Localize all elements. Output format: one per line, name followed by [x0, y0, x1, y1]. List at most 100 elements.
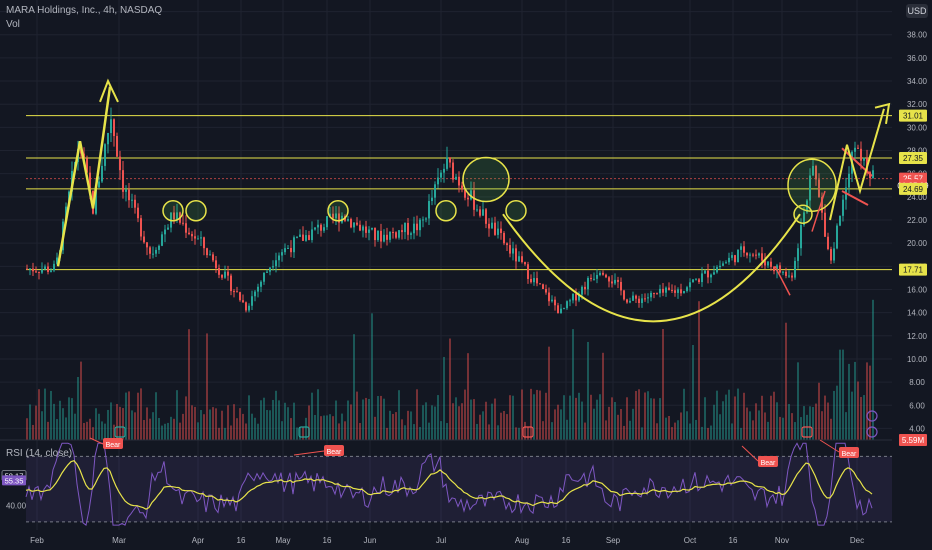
candle-body — [800, 224, 802, 249]
candle-body — [416, 223, 418, 231]
candle-body — [113, 119, 115, 137]
candle-body — [704, 270, 706, 274]
bear-label-text: Bear — [842, 451, 857, 458]
volume-bar — [236, 418, 238, 440]
candle-body — [407, 222, 409, 235]
candle-body — [635, 295, 637, 299]
drawings-layer[interactable] — [56, 78, 891, 323]
candle-body — [215, 260, 217, 268]
candle-body — [137, 207, 139, 219]
candle-body — [437, 177, 439, 185]
candle-body — [503, 232, 505, 244]
rsi-line — [25, 442, 873, 526]
volume-bar — [32, 424, 34, 440]
rsi-tick-label: 40.00 — [6, 501, 27, 510]
volume-bar — [827, 402, 829, 440]
candle-body — [518, 256, 520, 262]
volume-bar — [701, 426, 703, 440]
candle-body — [122, 170, 124, 192]
candle-body — [302, 234, 304, 241]
bear-label-text: Bear — [327, 449, 342, 456]
volume-bar — [809, 406, 811, 440]
candle-body — [620, 281, 622, 291]
candle-body — [557, 305, 559, 314]
candle-body — [614, 279, 616, 284]
volume-bar — [671, 427, 673, 440]
volume-bar — [518, 427, 520, 440]
candle-body — [836, 225, 838, 249]
price-tick-label: 36.00 — [907, 54, 928, 63]
candle-body — [221, 274, 223, 278]
candle-body — [230, 275, 232, 292]
volume-bar — [113, 424, 115, 440]
volume-bar — [548, 346, 550, 440]
volume-bar — [464, 389, 466, 440]
candle-body — [545, 288, 547, 293]
volume-bar — [65, 417, 67, 440]
candle-body — [101, 165, 103, 182]
volume-bar — [791, 413, 793, 440]
candle-body — [602, 272, 604, 275]
candle-body — [662, 288, 664, 293]
volume-bar — [839, 349, 841, 440]
volume-bar — [209, 409, 211, 440]
candle-body — [455, 176, 457, 180]
volume-bar — [776, 402, 778, 440]
candle-body — [32, 268, 34, 272]
candle-body — [368, 229, 370, 233]
volume-bar — [362, 399, 364, 440]
volume-bar — [818, 382, 820, 440]
candle-body — [821, 196, 823, 213]
volume-bar — [71, 398, 73, 440]
candle-body — [665, 287, 667, 293]
volume-bar — [227, 405, 229, 440]
volume-bar — [386, 427, 388, 440]
cup-curve — [502, 213, 801, 323]
candle-body — [383, 234, 385, 242]
volume-bar — [323, 415, 325, 440]
volume-bar — [449, 338, 451, 440]
candle-body — [497, 228, 499, 235]
volume-bar — [344, 421, 346, 440]
volume-bar — [428, 422, 430, 440]
volume-bar — [731, 423, 733, 440]
volume-bar — [539, 390, 541, 440]
arrow-up-right-icon — [874, 102, 891, 125]
candle-body — [593, 278, 595, 280]
candle-body — [281, 252, 283, 256]
volume-legend[interactable]: Vol — [6, 19, 20, 30]
volume-bar — [287, 407, 289, 440]
volume-bar — [692, 344, 694, 440]
time-tick-label: Jun — [364, 536, 377, 545]
rsi-legend[interactable]: RSI (14, close) — [6, 448, 73, 459]
candle-body — [521, 256, 523, 263]
time-tick-label: Oct — [684, 536, 697, 545]
candle-body — [746, 252, 748, 256]
candle-body — [308, 235, 310, 241]
candle-body — [38, 271, 40, 273]
volume-bar — [611, 397, 613, 440]
volume-bar — [335, 400, 337, 440]
candle-body — [254, 291, 256, 297]
volume-bar — [68, 397, 70, 440]
candle-body — [53, 263, 55, 271]
candle-body — [287, 247, 289, 249]
candle-body — [374, 227, 376, 241]
volume-bar — [365, 397, 367, 440]
volume-bar — [47, 421, 49, 440]
volume-bar — [833, 390, 835, 440]
time-axis[interactable]: Feb Mar Apr 16 May 16 Jun Jul Aug 16 Sep Oct 16 Nov De… — [0, 530, 932, 550]
candle-body — [350, 219, 352, 228]
volume-bar — [98, 413, 100, 440]
candle-body — [320, 224, 322, 231]
price-label-text: 17.71 — [903, 266, 924, 275]
volume-bar — [737, 388, 739, 440]
volume-bar — [590, 394, 592, 440]
volume-bar — [131, 410, 133, 440]
symbol-legend[interactable]: MARA Holdings, Inc., 4h, NASDAQ — [6, 5, 163, 16]
candle-body — [173, 212, 175, 220]
currency-button[interactable]: USD — [906, 4, 928, 18]
price-tick-label: 24.00 — [907, 193, 928, 202]
